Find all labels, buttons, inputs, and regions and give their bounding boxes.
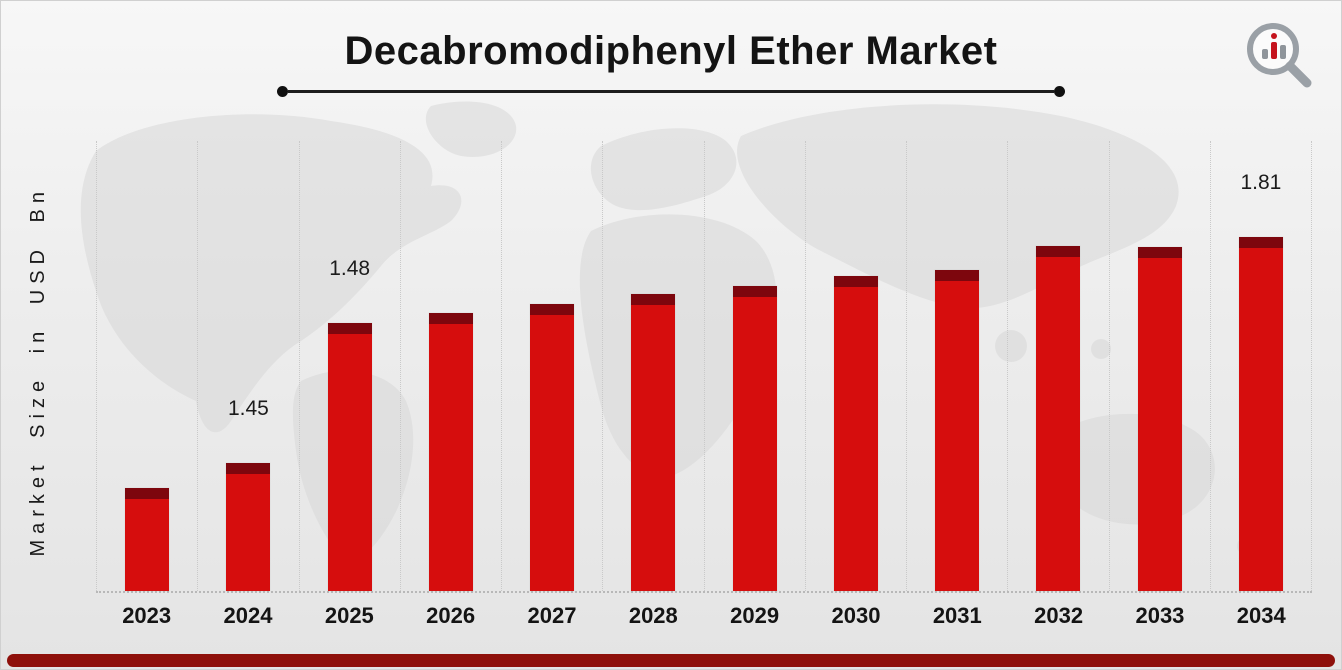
chart-column xyxy=(602,141,703,591)
bar-2025 xyxy=(327,323,372,591)
bar-cap xyxy=(1036,246,1081,257)
x-axis-label: 2033 xyxy=(1135,603,1185,628)
bar-cap xyxy=(226,463,271,474)
chart-column xyxy=(1108,141,1210,591)
bar-cap xyxy=(530,304,575,315)
y-axis: Market Size in USD Bn xyxy=(27,151,50,591)
underline-left-dot-icon xyxy=(277,86,288,97)
bottom-accent-bar xyxy=(7,654,1335,667)
underline-rule xyxy=(288,90,1054,93)
x-axis-row: 2023 2024 2025 2026 2027 2028 2029 2030 2031 2032… xyxy=(96,603,1312,629)
chart-column xyxy=(501,141,602,591)
bar-value-label: 1.45 xyxy=(227,397,269,420)
bar-2032 xyxy=(1036,246,1081,591)
chart-column xyxy=(906,141,1007,591)
x-axis-label: 2026 xyxy=(426,603,476,628)
bar-cap xyxy=(1137,247,1182,258)
bar-2024 xyxy=(226,463,271,591)
header: Decabromodiphenyl Ether Market xyxy=(1,29,1341,97)
chart-column xyxy=(96,141,197,591)
market-research-logo-icon xyxy=(1247,23,1312,88)
bar-cap xyxy=(428,313,473,324)
x-axis-label: 2023 xyxy=(122,603,172,628)
bar-cap xyxy=(631,294,676,305)
chart-column: 1.45 xyxy=(197,141,298,591)
x-axis-label: 2032 xyxy=(1034,603,1084,628)
bar-cap xyxy=(935,270,980,281)
bar-2027 xyxy=(530,304,575,591)
x-axis-label: 2029 xyxy=(730,603,780,628)
bar-2031 xyxy=(935,270,980,591)
y-axis-label: Market Size in USD Bn xyxy=(27,185,49,557)
bar-2034 xyxy=(1238,237,1283,591)
bar-2033 xyxy=(1137,247,1182,591)
plot-area: 1.45 1.48 1.81 xyxy=(96,141,1312,593)
bar-2030 xyxy=(833,276,878,591)
x-axis-label: 2034 xyxy=(1236,603,1286,628)
bar-2029 xyxy=(732,286,777,591)
bar-value-label: 1.48 xyxy=(329,257,371,280)
chart-column xyxy=(804,141,906,591)
title-underline xyxy=(277,86,1065,97)
bar-value-label: 1.81 xyxy=(1240,171,1282,194)
x-axis-label: 2031 xyxy=(932,603,982,628)
chart-column: 1.81 xyxy=(1209,141,1312,591)
bar-cap xyxy=(1238,237,1283,248)
underline-right-dot-icon xyxy=(1054,86,1065,97)
bar-cap xyxy=(327,323,372,334)
chart-column xyxy=(703,141,805,591)
chart-column: 1.48 xyxy=(298,141,400,591)
bar-2028 xyxy=(631,294,676,591)
chart-column xyxy=(399,141,501,591)
x-axis-label: 2030 xyxy=(831,603,881,628)
x-axis-label: 2024 xyxy=(223,603,273,628)
bar-2026 xyxy=(428,313,473,591)
bar-2023 xyxy=(125,488,170,591)
bar-cap xyxy=(833,276,878,287)
bar-cap xyxy=(125,488,170,499)
page-title: Decabromodiphenyl Ether Market xyxy=(344,29,998,73)
x-axis-label: 2028 xyxy=(628,603,678,628)
chart-column xyxy=(1007,141,1108,591)
x-axis-label: 2025 xyxy=(324,603,374,628)
bar-cap xyxy=(732,286,777,297)
x-axis-label: 2027 xyxy=(527,603,577,628)
